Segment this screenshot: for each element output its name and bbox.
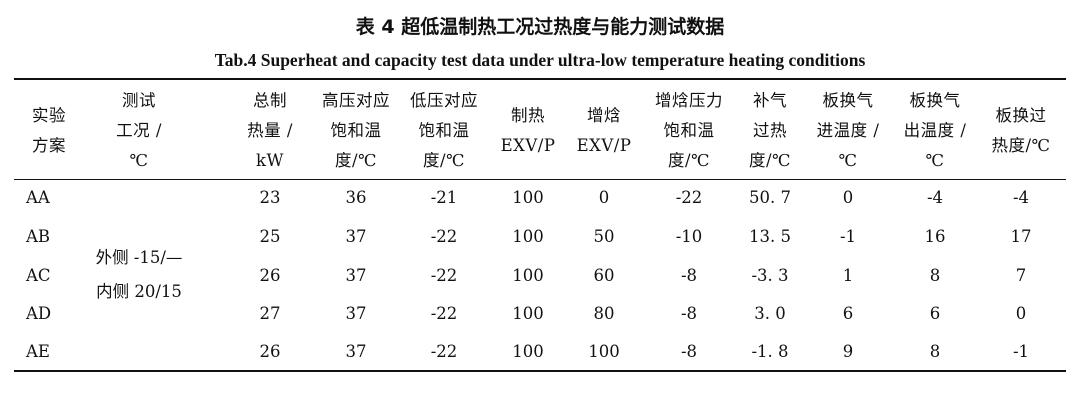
table-cell-enh-exv: 100 <box>588 342 620 361</box>
table-cell-scheme: AB <box>26 227 51 246</box>
table-cell-inj-sh: -1. 8 <box>751 342 789 361</box>
table-cell-capacity: 25 <box>259 227 281 246</box>
header-heating-exv: 制热 EXV/P <box>500 106 556 155</box>
table-cell-enh-sat: -10 <box>675 227 703 246</box>
table-cell-heat-exv: 100 <box>512 304 544 323</box>
bottom-rule <box>14 370 1066 372</box>
table-cell-inj-sh: -3. 3 <box>751 266 789 285</box>
header-enhanced-sat: 增焓压力 饱和温 度/℃ <box>655 91 723 170</box>
table-cell-enh-sat: -8 <box>680 266 698 285</box>
table-cell-enh-exv: 50 <box>593 227 615 246</box>
table-cell-phe-out: 8 <box>929 342 941 361</box>
table-cell-low-sat: -22 <box>430 227 458 246</box>
table-cell-low-sat: -22 <box>430 266 458 285</box>
table-cell-heat-exv: 100 <box>512 188 544 207</box>
header-injection-superheat: 补气 过热 度/℃ <box>748 91 792 170</box>
table-cell-phe-in: 9 <box>842 342 854 361</box>
table-cell-phe-in: 1 <box>842 266 854 285</box>
table-cell-low-sat: -22 <box>430 342 458 361</box>
table-cell-heat-exv: 100 <box>512 227 544 246</box>
table-cell-capacity: 26 <box>259 342 281 361</box>
table-cell-phe-out: 6 <box>929 304 941 323</box>
header-capacity: 总制 热量 / kW <box>247 91 293 170</box>
table-cell-phe-in: 6 <box>842 304 854 323</box>
table-cell-phe-in: 0 <box>842 188 854 207</box>
table-cell-high-sat: 37 <box>345 342 367 361</box>
table-cell-phe-in: -1 <box>839 227 857 246</box>
header-phe-inlet: 板换气 进温度 / ℃ <box>816 91 880 170</box>
table-cell-high-sat: 36 <box>345 188 367 207</box>
header-phe-superheat: 板换过 热度/℃ <box>991 106 1051 155</box>
table-cell-enh-sat: -8 <box>680 304 698 323</box>
table-caption-cn: 表 4 超低温制热工况过热度与能力测试数据 <box>355 16 725 38</box>
header-phe-outlet: 板换气 出温度 / ℃ <box>903 91 967 170</box>
table-cell-capacity: 26 <box>259 266 281 285</box>
table-cell-heat-exv: 100 <box>512 342 544 361</box>
table-cell-phe-sh: 17 <box>1010 227 1032 246</box>
table-cell-enh-exv: 0 <box>598 188 610 207</box>
header-rule <box>14 179 1066 180</box>
table-cell-scheme: AE <box>26 342 50 361</box>
header-low-pressure-sat: 低压对应 饱和温 度/℃ <box>410 91 478 170</box>
table-cell-phe-out: -4 <box>926 188 944 207</box>
header-condition: 测试 工况 / ℃ <box>116 91 162 170</box>
table-cell-high-sat: 37 <box>345 304 367 323</box>
test-condition: 外侧 -15/— 内侧 20/15 <box>95 248 183 301</box>
table-cell-phe-out: 16 <box>924 227 946 246</box>
table-cell-high-sat: 37 <box>345 227 367 246</box>
table-cell-high-sat: 37 <box>345 266 367 285</box>
table-cell-inj-sh: 3. 0 <box>754 304 786 323</box>
table-cell-scheme: AA <box>26 188 50 207</box>
table-cell-scheme: AD <box>26 304 52 323</box>
header-high-pressure-sat: 高压对应 饱和温 度/℃ <box>322 91 390 170</box>
table-cell-phe-sh: -1 <box>1012 342 1030 361</box>
table-cell-inj-sh: 50. 7 <box>749 188 791 207</box>
table-cell-inj-sh: 13. 5 <box>749 227 791 246</box>
top-rule <box>14 78 1066 80</box>
table-cell-phe-out: 8 <box>929 266 941 285</box>
table-cell-enh-exv: 80 <box>593 304 615 323</box>
table-cell-enh-sat: -8 <box>680 342 698 361</box>
table-cell-phe-sh: 7 <box>1015 266 1027 285</box>
table-caption-en: Tab.4 Superheat and capacity test data u… <box>214 50 866 70</box>
header-enhanced-exv: 增焓 EXV/P <box>576 106 632 155</box>
table-cell-phe-sh: -4 <box>1012 188 1030 207</box>
table-cell-low-sat: -21 <box>430 188 458 207</box>
table-cell-capacity: 23 <box>259 188 281 207</box>
table-cell-heat-exv: 100 <box>512 266 544 285</box>
table-cell-scheme: AC <box>26 266 51 285</box>
header-scheme: 实验 方案 <box>32 106 66 155</box>
table-cell-low-sat: -22 <box>430 304 458 323</box>
table-cell-phe-sh: 0 <box>1015 304 1027 323</box>
table-cell-enh-exv: 60 <box>593 266 615 285</box>
table-cell-capacity: 27 <box>259 304 281 323</box>
table-cell-enh-sat: -22 <box>675 188 703 207</box>
